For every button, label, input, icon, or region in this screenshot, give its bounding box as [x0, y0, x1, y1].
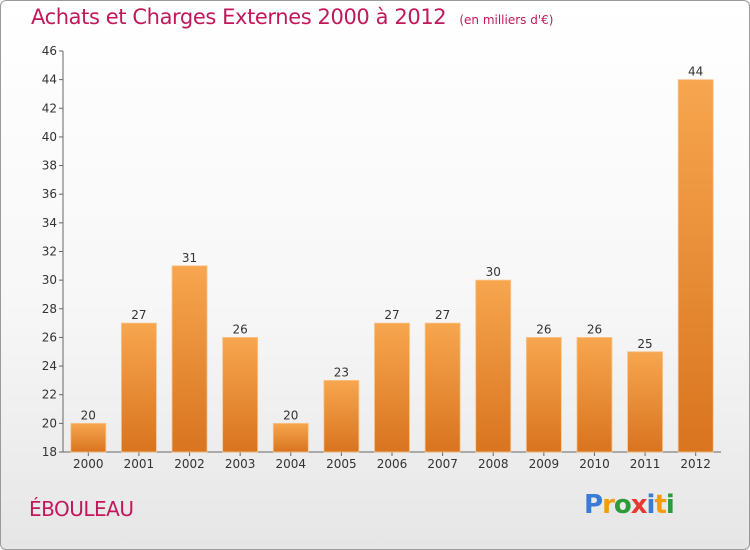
- x-tick-label: 2000: [73, 457, 104, 471]
- x-tick-label: 2012: [680, 457, 711, 471]
- logo-letter: r: [602, 490, 615, 520]
- bar-value-label: 20: [81, 408, 96, 422]
- y-tick-label: 26: [42, 330, 57, 344]
- y-tick-label: 28: [42, 302, 57, 316]
- x-tick-label: 2003: [225, 457, 256, 471]
- logo-letter: i: [646, 490, 656, 520]
- x-tick-label: 2011: [630, 457, 661, 471]
- chart-subtitle: (en milliers d'€): [459, 13, 554, 27]
- y-tick-label: 38: [42, 159, 57, 173]
- bar: [525, 337, 562, 453]
- bar: [576, 337, 613, 453]
- y-tick-label: 32: [42, 245, 57, 259]
- logo-letter: x: [630, 490, 648, 520]
- x-tick-label: 2007: [427, 457, 458, 471]
- bar-value-label: 23: [334, 365, 349, 379]
- y-tick-label: 42: [42, 101, 57, 115]
- bar-value-label: 26: [587, 322, 602, 336]
- x-tick-label: 2009: [529, 457, 560, 471]
- x-tick-label: 2008: [478, 457, 509, 471]
- y-tick-label: 24: [42, 359, 57, 373]
- y-tick-label: 36: [42, 187, 57, 201]
- bar-value-label: 20: [283, 408, 298, 422]
- bar-value-label: 26: [536, 322, 551, 336]
- logo-letter: P: [584, 490, 603, 520]
- y-tick-label: 34: [42, 216, 57, 230]
- bar: [677, 79, 714, 453]
- bar: [70, 422, 107, 453]
- bar: [323, 379, 360, 453]
- y-tick-label: 20: [42, 416, 57, 430]
- y-tick-label: 40: [42, 130, 57, 144]
- bar: [475, 279, 512, 453]
- bar-value-label: 25: [637, 337, 652, 351]
- logo-letter: i: [665, 490, 675, 520]
- proxiti-logo: Proxiti: [584, 490, 675, 520]
- y-tick-label: 22: [42, 388, 57, 402]
- x-tick-label: 2006: [377, 457, 408, 471]
- bar: [424, 322, 461, 453]
- y-tick-label: 18: [42, 445, 57, 459]
- commune-name: ÉBOULEAU: [29, 497, 134, 521]
- bar: [627, 351, 663, 453]
- chart-header: Achats et Charges Externes 2000 à 2012 (…: [31, 5, 553, 29]
- y-tick-label: 46: [42, 44, 57, 58]
- x-tick-label: 2010: [579, 457, 610, 471]
- x-tick-label: 2004: [275, 457, 306, 471]
- x-tick-label: 2005: [326, 457, 357, 471]
- bar-value-label: 44: [688, 65, 703, 79]
- logo-letter: o: [613, 490, 632, 520]
- bar-value-label: 27: [384, 308, 399, 322]
- bar: [374, 322, 410, 453]
- bar: [272, 422, 309, 453]
- bar-value-label: 26: [233, 322, 248, 336]
- bar-value-label: 27: [435, 308, 450, 322]
- bar: [171, 265, 208, 453]
- chart-title: Achats et Charges Externes 2000 à 2012: [31, 5, 447, 29]
- x-tick-label: 2001: [124, 457, 155, 471]
- bar-value-label: 30: [486, 265, 501, 279]
- bar: [121, 322, 157, 453]
- y-tick-label: 30: [42, 273, 57, 287]
- x-tick-label: 2002: [174, 457, 205, 471]
- bar: [222, 337, 259, 453]
- bar-value-label: 31: [182, 251, 197, 265]
- bar-value-label: 27: [131, 308, 146, 322]
- y-tick-label: 44: [42, 73, 57, 87]
- logo-letter: t: [654, 490, 666, 520]
